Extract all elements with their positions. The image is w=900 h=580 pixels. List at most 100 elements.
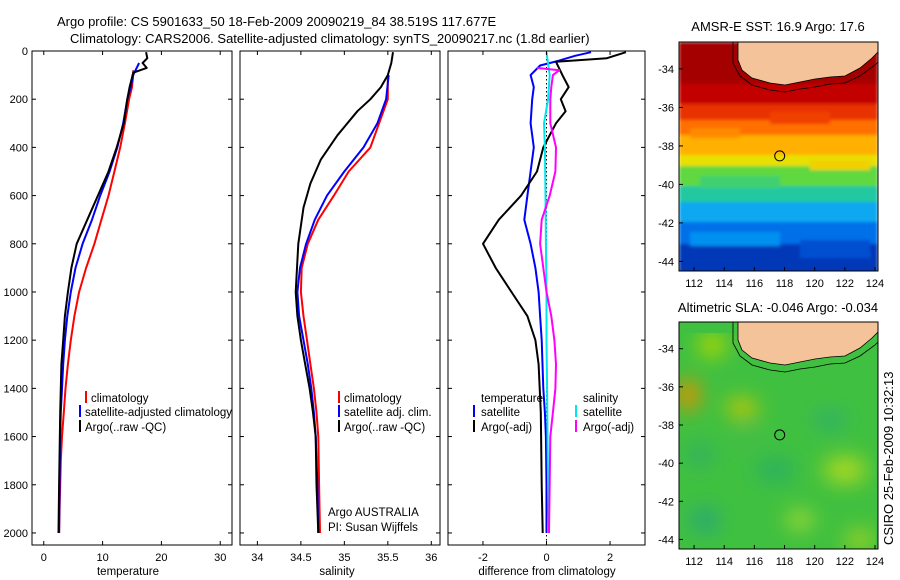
x-tick-label: 0 (41, 552, 47, 564)
sla-map-title: Altimetric SLA: -0.046 Argo: -0.034 (678, 300, 878, 315)
lat-tick-label: -36 (658, 382, 674, 394)
legend-label-climatology: climatology (344, 393, 402, 405)
x-tick-label: 10 (96, 552, 108, 564)
difference-xlabel: difference from climatology (478, 566, 615, 578)
coastline (737, 42, 878, 86)
series-line-climatology (58, 70, 135, 534)
series-line-satellite-adj-clim- (296, 74, 390, 534)
lon-tick-label: 114 (715, 278, 733, 290)
series-line-argo-raw-qc- (57, 52, 149, 534)
title-line-2: Climatology: CARS2006. Satellite-adjuste… (70, 31, 590, 46)
series-line-climatology (299, 75, 389, 534)
y-tick-label: 0 (22, 46, 28, 58)
y-tick-label: 1200 (4, 335, 28, 347)
legend-label-climatology: climatology (91, 393, 149, 405)
csiro-timestamp: CSIRO 25-Feb-2009 10:32:13 (881, 372, 896, 545)
lon-tick-label: 114 (715, 556, 733, 568)
lon-tick-label: 124 (866, 556, 884, 568)
shelf-contour (732, 322, 878, 373)
legend-label-temp-satellite: satellite (481, 407, 520, 419)
y-tick-label: 1800 (4, 480, 28, 492)
difference-panel: -2 0 2 difference from climatology tempera… (447, 50, 646, 578)
x-tick-label: 34.5 (290, 552, 311, 564)
lon-tick-label: 118 (776, 278, 794, 290)
salinity-panel: 34 34.5 35 35.5 36 salinity climatology sate… (239, 50, 441, 578)
y-tick-label: 2000 (4, 528, 28, 540)
lat-tick-label: -40 (658, 179, 674, 191)
sst-map: AMSR-E SST: 16.9 Argo: 17.6 (658, 19, 884, 290)
temperature-legend: climatology satellite-adjusted climatolo… (79, 391, 232, 434)
legend-label-sal-argo: Argo(-adj) (583, 422, 634, 434)
lat-tick-label: -44 (658, 534, 674, 546)
x-tick-label: -2 (478, 552, 488, 564)
x-tick-label: 30 (214, 552, 226, 564)
salinity-axes-frame (239, 50, 441, 546)
lat-tick-label: -42 (658, 496, 674, 508)
series-line-argo-raw-qc- (294, 52, 394, 534)
sst-map-frame (678, 41, 879, 272)
salinity-xlabel: salinity (319, 566, 354, 578)
temperature-axes-frame (31, 50, 233, 546)
y-tick-label: 800 (10, 239, 28, 251)
sla-field (679, 322, 878, 549)
lon-tick-label: 112 (685, 278, 703, 290)
x-tick-label: 34 (251, 552, 263, 564)
float-position-marker (774, 150, 786, 162)
lat-tick-label: -42 (658, 218, 674, 230)
lon-tick-label: 122 (836, 278, 854, 290)
lat-tick-label: -36 (658, 102, 674, 114)
temperature-xlabel: temperature (97, 566, 159, 578)
lon-tick-label: 116 (746, 278, 764, 290)
land-australia (738, 42, 878, 85)
coastline (737, 322, 878, 366)
x-tick-label: 35.5 (377, 552, 398, 564)
difference-legend: temperature satellite Argo(-adj) salinit… (473, 393, 634, 434)
series-line-salinity-satellite (543, 52, 551, 534)
series-line-salinity-argo-adj- (536, 66, 561, 534)
x-tick-label: 20 (155, 552, 167, 564)
lon-tick-label: 118 (776, 556, 794, 568)
legend-title-temperature: temperature (481, 393, 543, 405)
lat-tick-label: -34 (658, 64, 674, 76)
x-tick-label: 0 (543, 552, 549, 564)
legend-label-satellite-adjusted: satellite-adjusted climatology (85, 407, 232, 419)
lon-tick-label: 122 (836, 556, 854, 568)
x-tick-label: 36 (425, 552, 437, 564)
salinity-legend: climatology satellite adj. clim. Argo(..… (338, 391, 432, 434)
argo-pi-label: PI: Susan Wijffels (328, 522, 418, 534)
x-tick-label: 35 (338, 552, 350, 564)
y-tick-label: 1600 (4, 432, 28, 444)
legend-label-satellite-adj: satellite adj. clim. (344, 407, 432, 419)
sla-map: Altimetric SLA: -0.046 Argo: -0.034 (658, 300, 884, 568)
lat-tick-label: -38 (658, 141, 674, 153)
legend-label-argo: Argo(..raw -QC) (344, 422, 425, 434)
legend-label-temp-argo: Argo(-adj) (481, 422, 532, 434)
y-tick-label: 600 (10, 191, 28, 203)
series-line-satellite-adjusted-climatology (58, 62, 140, 534)
temperature-panel: 0 10 20 30 0 200 400 600 800 1000 1200 1400 1600 1800… (4, 46, 233, 578)
y-tick-label: 200 (10, 94, 28, 106)
shelf-contour (732, 42, 878, 93)
legend-title-salinity: salinity (583, 393, 618, 405)
lat-tick-label: -44 (658, 256, 674, 268)
lat-tick-label: -38 (658, 420, 674, 432)
legend-label-argo: Argo(..raw -QC) (85, 422, 166, 434)
series-line-temperature-satellite (523, 51, 592, 533)
lon-tick-label: 120 (806, 278, 824, 290)
lon-tick-label: 112 (685, 556, 703, 568)
series-line-temperature-argo-adj- (482, 51, 627, 534)
x-tick-label: 2 (607, 552, 613, 564)
lon-tick-label: 124 (866, 278, 884, 290)
y-tick-label: 1400 (4, 383, 28, 395)
lat-tick-label: -34 (658, 344, 674, 356)
lon-tick-label: 116 (746, 556, 764, 568)
legend-label-sal-satellite: satellite (583, 407, 622, 419)
lon-tick-label: 120 (806, 556, 824, 568)
lat-tick-label: -40 (658, 458, 674, 470)
sla-map-frame (678, 321, 879, 550)
y-tick-label: 1000 (4, 287, 28, 299)
sst-map-title: AMSR-E SST: 16.9 Argo: 17.6 (691, 19, 864, 34)
title-line-1: Argo profile: CS 5901633_50 18-Feb-2009 … (57, 14, 497, 29)
y-tick-label: 400 (10, 142, 28, 154)
